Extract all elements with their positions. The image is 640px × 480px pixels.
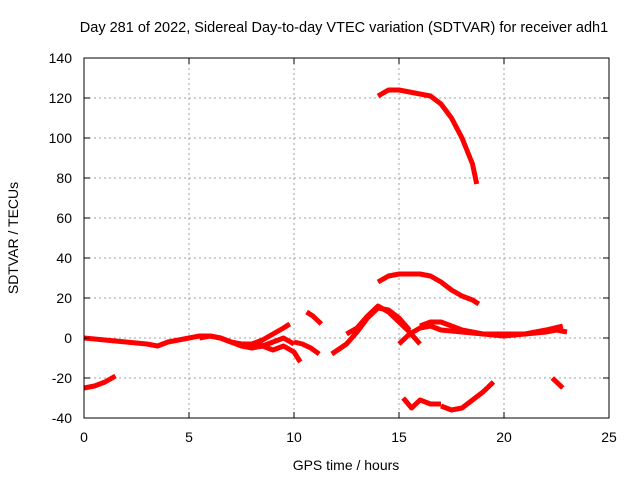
- y-tick-label: 40: [56, 250, 72, 266]
- series-arc-15: [440, 380, 496, 413]
- y-tick-label: 60: [56, 210, 72, 226]
- x-tick-label: 0: [80, 429, 88, 445]
- y-axis-label: SDTVAR / TECUs: [5, 182, 21, 294]
- series-arc-10: [376, 87, 480, 185]
- x-tick-label: 5: [185, 429, 193, 445]
- y-tick-label: -40: [52, 410, 72, 426]
- plot-frame: [83, 57, 610, 419]
- grid-lines: [84, 58, 609, 418]
- x-tick-label: 10: [286, 429, 302, 445]
- y-tick-label: 100: [49, 130, 73, 146]
- data-series: [83, 87, 568, 413]
- x-tick-label: 25: [601, 429, 617, 445]
- series-arc-9: [345, 303, 422, 346]
- series-arc-6: [293, 339, 321, 357]
- chart-title: Day 281 of 2022, Sidereal Day-to-day VTE…: [80, 20, 608, 36]
- y-tick-label: 20: [56, 290, 72, 306]
- y-tick-label: -20: [52, 370, 72, 386]
- series-arc-5: [261, 343, 303, 364]
- series-arc-3: [199, 333, 296, 351]
- series-arc-7: [305, 309, 324, 326]
- series-arc-4: [251, 321, 292, 347]
- x-tick-label: 20: [496, 429, 512, 445]
- y-tick-label: 140: [49, 50, 73, 66]
- series-arc-14: [401, 396, 441, 411]
- x-tick-label: 15: [391, 429, 407, 445]
- series-arc-13: [419, 319, 564, 339]
- axis-ticks: 0 5 10 15 20 25 -40 -20 0 20 40 60 80 100 120 140: [49, 50, 617, 445]
- series-arc-16: [550, 376, 565, 390]
- series-arc-1: [83, 373, 117, 391]
- x-axis-label: GPS time / hours: [293, 457, 400, 473]
- series-arc-11: [376, 271, 481, 307]
- y-tick-label: 0: [64, 330, 72, 346]
- y-tick-label: 80: [56, 170, 72, 186]
- y-tick-label: 120: [49, 90, 73, 106]
